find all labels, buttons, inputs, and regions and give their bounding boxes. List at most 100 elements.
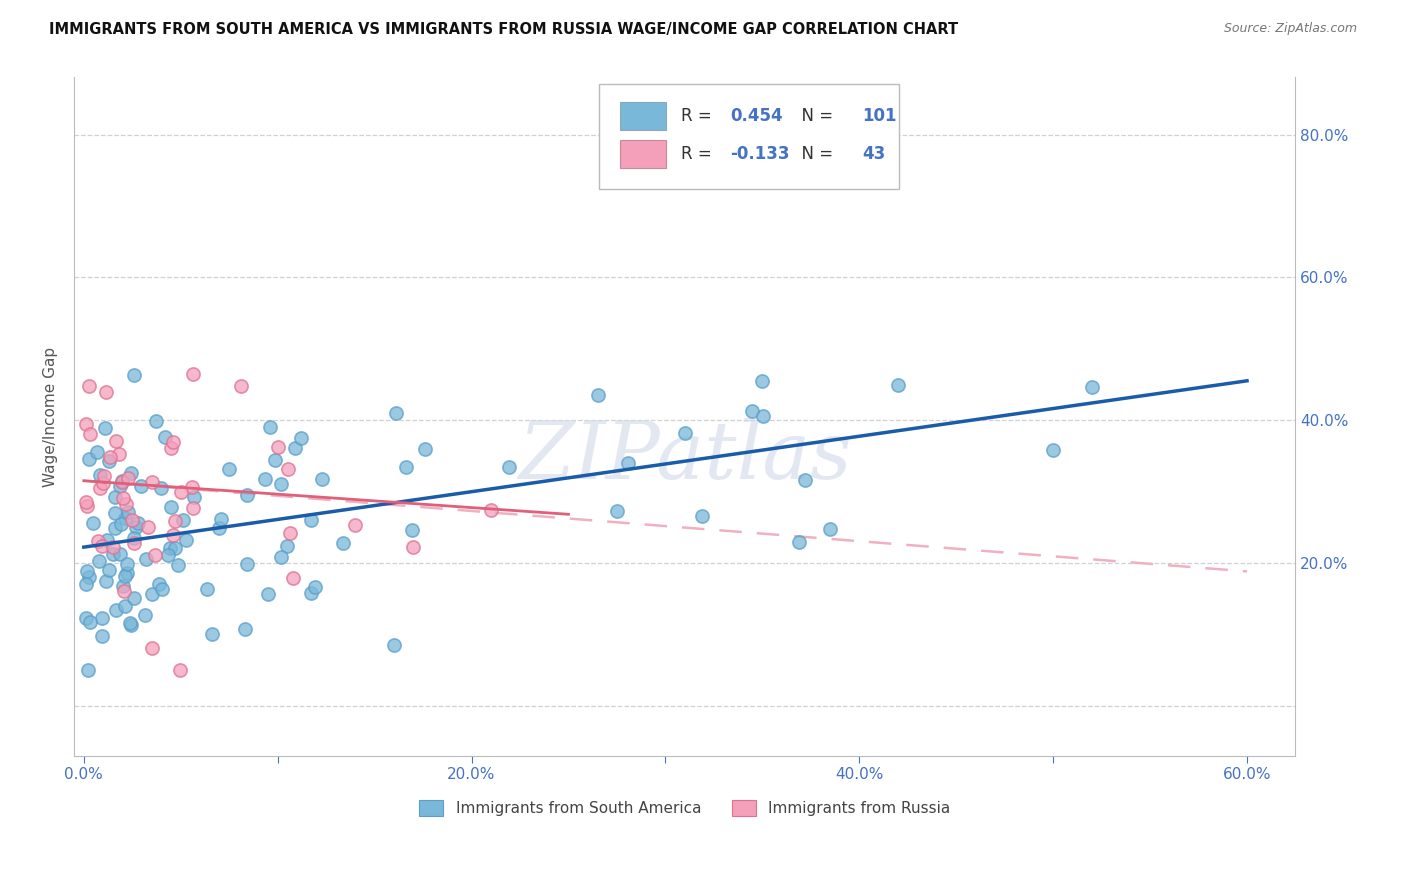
Text: ZIPatlas: ZIPatlas <box>517 418 852 496</box>
Point <box>1081 380 1104 394</box>
Point <box>201 626 224 640</box>
Point <box>818 522 841 536</box>
Point <box>91 629 114 643</box>
Text: 101: 101 <box>862 107 897 125</box>
Point <box>104 506 127 520</box>
Point <box>156 548 179 562</box>
Point <box>90 611 112 625</box>
Point <box>89 467 111 482</box>
Point <box>76 499 98 513</box>
Point <box>159 541 181 555</box>
Point <box>257 587 280 601</box>
Point <box>76 564 98 578</box>
Point <box>479 503 502 517</box>
Point <box>751 409 773 424</box>
Point <box>97 563 120 577</box>
Point <box>96 533 118 547</box>
Point <box>115 566 138 581</box>
Point <box>75 417 97 431</box>
Point <box>141 475 163 490</box>
Point <box>115 497 138 511</box>
Point <box>96 385 118 400</box>
Point <box>103 547 125 561</box>
Point <box>89 554 111 568</box>
Point <box>290 431 312 445</box>
Point <box>169 663 191 677</box>
Point <box>145 548 167 562</box>
Point <box>115 557 138 571</box>
Point <box>108 479 131 493</box>
Point <box>122 536 145 550</box>
Point <box>402 540 425 554</box>
Point <box>114 568 136 582</box>
Point <box>114 511 136 525</box>
Text: 43: 43 <box>862 145 886 163</box>
Point <box>75 611 97 625</box>
Point <box>264 453 287 467</box>
Point <box>103 540 125 554</box>
Point <box>121 513 143 527</box>
Point <box>254 472 277 486</box>
Point <box>150 582 173 596</box>
Point <box>1042 443 1064 458</box>
Point <box>162 527 184 541</box>
Point <box>270 477 292 491</box>
Point <box>111 475 134 490</box>
Point <box>172 513 194 527</box>
Point <box>98 450 121 465</box>
Point <box>107 447 129 461</box>
Point <box>117 505 139 519</box>
Point <box>118 616 141 631</box>
Point <box>382 638 405 652</box>
Point <box>77 379 100 393</box>
Point <box>209 512 232 526</box>
Point <box>332 536 354 550</box>
Point <box>110 475 132 489</box>
Point <box>284 441 307 455</box>
Point <box>181 367 204 381</box>
Point <box>90 540 112 554</box>
Point <box>208 520 231 534</box>
Point <box>195 582 218 596</box>
Point <box>104 521 127 535</box>
Point <box>141 641 163 656</box>
Text: IMMIGRANTS FROM SOUTH AMERICA VS IMMIGRANTS FROM RUSSIA WAGE/INCOME GAP CORRELAT: IMMIGRANTS FROM SOUTH AMERICA VS IMMIGRA… <box>49 22 959 37</box>
Point <box>91 476 114 491</box>
Point <box>135 552 157 566</box>
Point <box>395 460 418 475</box>
Point <box>87 534 110 549</box>
Point <box>385 406 408 420</box>
Point <box>122 591 145 606</box>
Legend: Immigrants from South America, Immigrants from Russia: Immigrants from South America, Immigrant… <box>413 794 956 822</box>
Point <box>131 479 153 493</box>
Point <box>122 531 145 545</box>
Point <box>183 490 205 504</box>
Point <box>75 494 97 508</box>
Point <box>277 462 299 476</box>
Point <box>311 472 333 486</box>
Text: N =: N = <box>792 107 838 125</box>
Point <box>120 617 142 632</box>
Point <box>165 541 187 556</box>
Point <box>134 608 156 623</box>
Point <box>229 379 252 393</box>
Point <box>235 488 257 502</box>
Point <box>160 441 183 455</box>
Text: R =: R = <box>681 107 717 125</box>
Point <box>77 570 100 584</box>
Point <box>79 426 101 441</box>
Point <box>75 577 97 591</box>
Y-axis label: Wage/Income Gap: Wage/Income Gap <box>44 346 58 486</box>
Point <box>344 517 367 532</box>
Bar <box>620 102 666 130</box>
Text: 0.454: 0.454 <box>730 107 783 125</box>
Point <box>104 434 127 448</box>
Point <box>82 516 104 530</box>
Point <box>586 388 609 402</box>
Point <box>77 663 100 677</box>
Point <box>278 525 301 540</box>
Point <box>218 461 240 475</box>
Point <box>98 454 121 468</box>
Point <box>160 500 183 514</box>
Point <box>148 576 170 591</box>
